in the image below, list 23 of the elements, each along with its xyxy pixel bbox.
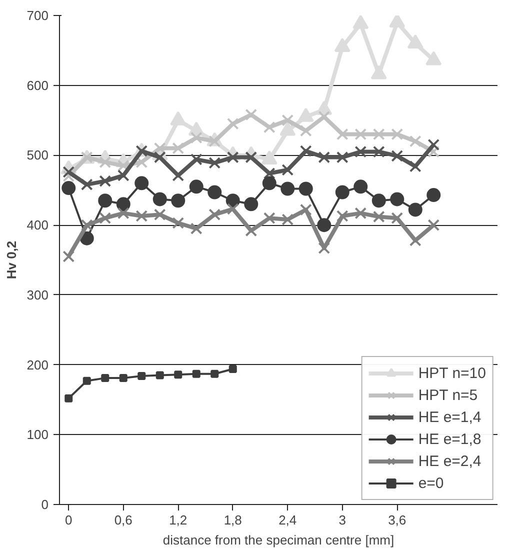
y-tick-label: 200 xyxy=(26,357,49,372)
y-axis-title: Hv 0,2 xyxy=(4,240,19,280)
x-axis-title: distance from the speciman centre [mm] xyxy=(162,532,394,548)
legend-label: HE e=2,4 xyxy=(418,452,482,470)
y-tick-label: 100 xyxy=(26,427,49,442)
x-tick-label: 1,8 xyxy=(224,512,242,528)
legend-label: HE e=1,8 xyxy=(418,430,482,448)
x-tick-label: 0 xyxy=(65,512,72,528)
legend-label: HE e=1,4 xyxy=(418,408,482,426)
y-tick-label: 300 xyxy=(26,287,49,302)
legend-label: e=0 xyxy=(418,474,444,492)
y-tick-label: 500 xyxy=(26,148,49,163)
legend-label: HPT n=10 xyxy=(418,364,486,382)
legend-label: HPT n=5 xyxy=(418,386,478,404)
x-tick-label: 1,2 xyxy=(169,512,188,528)
x-tick-label: 3,6 xyxy=(388,512,406,528)
y-tick-label: 0 xyxy=(41,497,49,512)
y-tick-label: 600 xyxy=(26,78,49,93)
x-tick-label: 2,4 xyxy=(278,512,297,528)
x-tick-label: 3 xyxy=(338,512,346,528)
x-tick-label: 0,6 xyxy=(114,512,132,528)
y-tick-label: 700 xyxy=(26,8,49,23)
y-tick-label: 400 xyxy=(26,218,49,233)
